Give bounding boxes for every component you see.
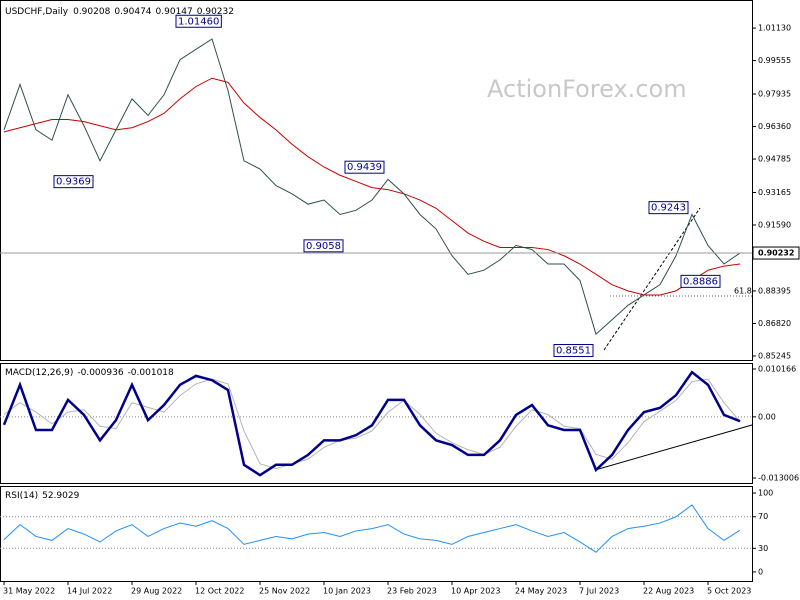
ohlc: 0.90232	[197, 7, 234, 17]
macd-trend-line	[594, 424, 753, 471]
y-tick-label: 0.99555	[758, 56, 791, 65]
x-tick-label: 12 Oct 2022	[195, 587, 244, 596]
symbol: USDCHF,Daily	[5, 7, 69, 17]
annotation-box	[680, 274, 721, 288]
fib-label: 61.8	[734, 287, 752, 296]
rsi-header: RSI(14) 52.9029	[5, 491, 80, 501]
annotation-box	[553, 344, 594, 358]
series-line	[3, 38, 741, 336]
series-line	[3, 378, 741, 470]
annotation-label: 0.8551	[556, 346, 591, 357]
y-tick-label: 0.94785	[758, 155, 791, 164]
y-tick-label: 100	[758, 489, 773, 498]
y-tick-label: 0.86820	[758, 319, 791, 328]
indicator-name: MACD(12,26,9)	[5, 368, 73, 378]
y-tick-label: 0.00	[758, 412, 776, 421]
y-tick-label: 30	[758, 544, 768, 553]
annotation-label: 1.01460	[178, 16, 219, 27]
annotation-label: 0.9243	[651, 203, 686, 214]
y-tick-label: 0.96360	[758, 122, 791, 131]
x-tick-label: 10 Apr 2023	[451, 587, 500, 596]
x-tick-label: 22 Aug 2023	[643, 587, 694, 596]
y-tick-label: -0.013006	[758, 473, 799, 482]
indicator-value: -0.000936	[77, 368, 123, 378]
y-tick-label: 0.88395	[758, 286, 791, 295]
y-tick-label: 0.93165	[758, 188, 791, 197]
x-tick-label: 10 Jan 2023	[323, 587, 371, 596]
y-tick-label: 70	[758, 512, 768, 521]
indicator-value: -0.001018	[128, 368, 174, 378]
annotation-label: 0.8886	[683, 276, 718, 287]
annotation-label: 0.9439	[347, 162, 382, 173]
ohlc: 0.90147	[156, 7, 193, 17]
y-tick-label: 0.85245	[758, 351, 791, 360]
x-tick-label: 14 Jul 2022	[67, 587, 112, 596]
y-tick-label: 1.01130	[758, 24, 791, 33]
annotation-box	[175, 14, 222, 28]
x-tick-label: 31 May 2022	[3, 587, 55, 596]
y-tick-label: 0	[758, 567, 763, 576]
current-price-box	[752, 246, 800, 260]
indicator-value: 52.9029	[42, 491, 79, 501]
series-line	[3, 504, 741, 553]
macd-panel	[0, 363, 753, 484]
annotation-box	[303, 239, 344, 253]
ohlc: 0.90208	[73, 7, 110, 17]
x-tick-label: 25 Nov 2022	[259, 587, 310, 596]
watermark: ActionForex.com	[487, 75, 687, 103]
ohlc: 0.90474	[114, 7, 151, 17]
annotation-box	[53, 175, 94, 189]
current-price-label: 0.90232	[758, 249, 794, 258]
x-tick-label: 7 Jul 2023	[579, 587, 619, 596]
x-tick-label: 24 May 2023	[515, 587, 567, 596]
rsi-panel	[0, 486, 753, 582]
y-tick-label: 0.010166	[758, 365, 796, 374]
price-panel	[0, 0, 753, 361]
trend-line	[603, 207, 701, 351]
annotation-box	[648, 201, 689, 215]
series-line	[3, 77, 741, 296]
series-line	[2, 370, 741, 477]
annotation-label: 0.9058	[306, 241, 341, 252]
indicator-name: RSI(14)	[5, 491, 38, 501]
annotation-box	[344, 160, 385, 174]
x-tick-label: 29 Aug 2022	[131, 587, 182, 596]
annotation-label: 0.9369	[56, 177, 91, 188]
y-tick-label: 0.97935	[758, 90, 791, 99]
price-header: USDCHF,Daily 0.90208 0.90474 0.90147 0.90232	[5, 7, 234, 17]
x-tick-label: 5 Oct 2023	[707, 587, 751, 596]
y-tick-label: 0.91590	[758, 221, 791, 230]
x-tick-label: 23 Feb 2023	[387, 587, 437, 596]
macd-header: MACD(12,26,9) -0.000936 -0.001018	[5, 368, 174, 378]
